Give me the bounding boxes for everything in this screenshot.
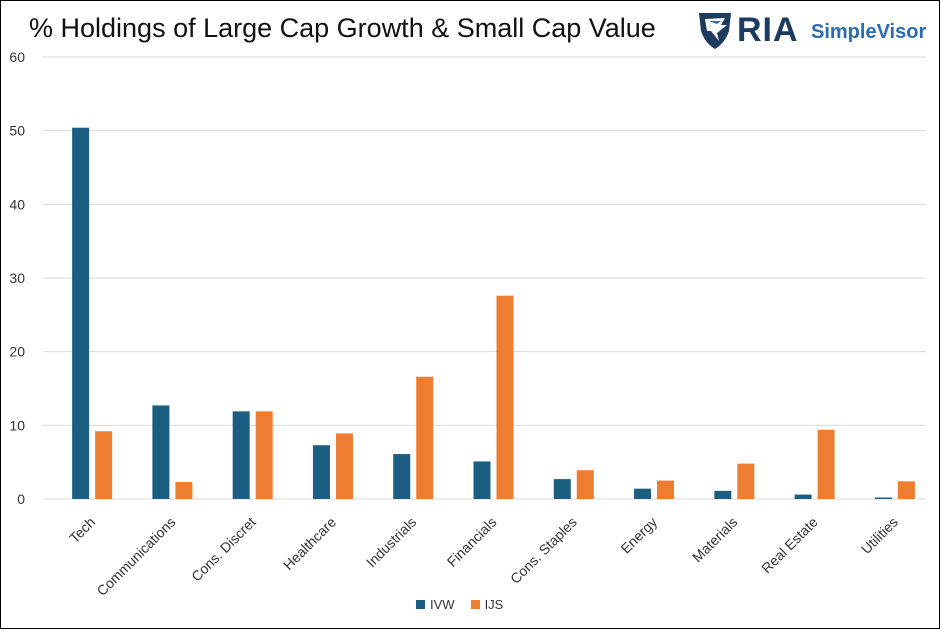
legend-item-ivw: IVW [416, 597, 455, 612]
x-tick-label: Materials [689, 514, 740, 565]
legend-item-ijs: IJS [470, 597, 504, 612]
bar-ijs [737, 463, 755, 499]
bar-ijs [897, 481, 915, 499]
bar-ijs [657, 480, 675, 499]
legend-label: IJS [484, 597, 504, 612]
x-tick-label: Energy [617, 514, 660, 557]
logo-ria-text: RIA [737, 11, 799, 49]
y-tick-label: 40 [9, 196, 25, 212]
bar-ijs [255, 411, 273, 499]
bar-ivw [152, 405, 170, 499]
bar-ijs [496, 295, 514, 499]
bar-ivw [72, 127, 90, 499]
bar-ijs [576, 470, 594, 499]
x-tick-label: Utilities [858, 514, 901, 557]
bar-ivw [794, 494, 812, 499]
bar-ivw [312, 445, 330, 499]
bar-ivw [393, 454, 411, 499]
bar-ijs [416, 376, 434, 499]
eagle-shield-icon [699, 13, 731, 49]
x-tick-label: Financials [444, 514, 500, 570]
x-tick-label: Cons. Staples [507, 514, 580, 587]
x-tick-label: Real Estate [758, 514, 821, 577]
bar-ivw [634, 488, 652, 499]
x-tick-label: Healthcare [280, 514, 339, 573]
y-tick-label: 30 [9, 270, 25, 286]
bar-ijs [175, 482, 193, 499]
y-tick-label: 0 [17, 491, 25, 507]
logo-simplevisor-text: SimpleVisor [811, 21, 927, 43]
bar-ivw [714, 490, 732, 499]
bar-ivw [232, 411, 250, 499]
x-tick-label: Cons. Discret [188, 514, 259, 585]
legend-label: IVW [430, 597, 455, 612]
y-tick-label: 60 [9, 49, 25, 65]
bar-ivw [874, 497, 892, 499]
legend-swatch [470, 600, 480, 609]
ria-simplevisor-logo: RIA SimpleVisor [695, 9, 935, 53]
chart-title: % Holdings of Large Cap Growth & Small C… [29, 13, 656, 43]
bar-ijs [335, 433, 353, 499]
y-tick-label: 10 [9, 417, 25, 433]
y-tick-label: 50 [9, 123, 25, 139]
legend-swatch [416, 600, 425, 609]
x-tick-label: Tech [66, 514, 98, 546]
y-tick-label: 20 [9, 344, 25, 360]
bar-ijs [95, 431, 113, 499]
x-tick-label: Communications [93, 514, 178, 599]
bar-ijs [817, 429, 835, 499]
bar-ivw [473, 461, 491, 499]
legend: IVW IJS [416, 597, 503, 612]
x-tick-label: Industrials [363, 514, 419, 570]
bar-ivw [553, 479, 571, 499]
